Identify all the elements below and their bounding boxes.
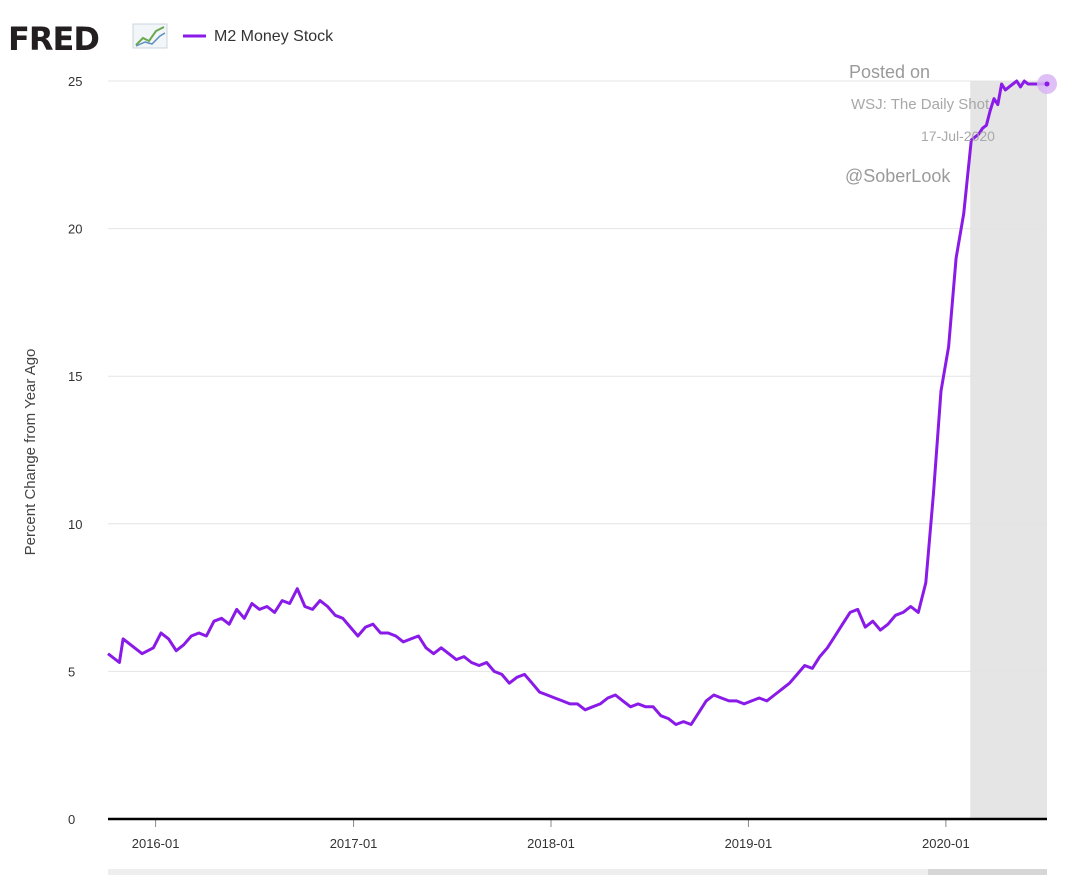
- gridlines: [108, 80, 1047, 672]
- legend-label: M2 Money Stock: [214, 28, 334, 45]
- y-tick-label: 25: [68, 74, 82, 89]
- y-tick-label: 5: [68, 664, 75, 679]
- x-tick-label: 2016-01: [132, 836, 180, 851]
- last-point-marker[interactable]: [1044, 81, 1050, 87]
- series-line-m2[interactable]: [107, 79, 1047, 726]
- y-tick-label: 10: [68, 517, 82, 532]
- range-selector-handle[interactable]: [928, 869, 1047, 875]
- watermark-date: 17-Jul-2020: [921, 128, 995, 144]
- series-layer: [107, 73, 1057, 726]
- y-tick-label: 15: [68, 369, 82, 384]
- range-selector-track[interactable]: [108, 869, 928, 875]
- legend: M2 Money Stock: [183, 28, 334, 45]
- watermark-posted-on: Posted on: [849, 62, 930, 82]
- x-tick-label: 2020-01: [922, 836, 970, 851]
- x-tick-label: 2018-01: [527, 836, 575, 851]
- fred-logo[interactable]: FRED: [8, 20, 168, 58]
- recession-band: [970, 81, 1047, 819]
- watermark: Posted on WSJ: The Daily Shot 17-Jul-202…: [845, 62, 995, 186]
- x-axis-ticks: 2016-01 2017-01 2018-01 2019-01 2020-01: [132, 819, 970, 851]
- y-tick-label: 0: [68, 812, 75, 827]
- fred-logo-graph-icon: [132, 23, 168, 49]
- watermark-handle: @SoberLook: [845, 166, 951, 186]
- x-tick-label: 2019-01: [725, 836, 773, 851]
- fred-logo-text: FRED: [8, 20, 99, 58]
- y-axis-ticks: 0 5 10 15 20 25: [68, 74, 82, 827]
- y-axis-label: Percent Change from Year Ago: [22, 349, 39, 556]
- y-tick-label: 20: [68, 222, 82, 237]
- watermark-source: WSJ: The Daily Shot: [851, 96, 990, 113]
- recession-shading-layer: [970, 81, 1047, 819]
- x-tick-label: 2017-01: [330, 836, 378, 851]
